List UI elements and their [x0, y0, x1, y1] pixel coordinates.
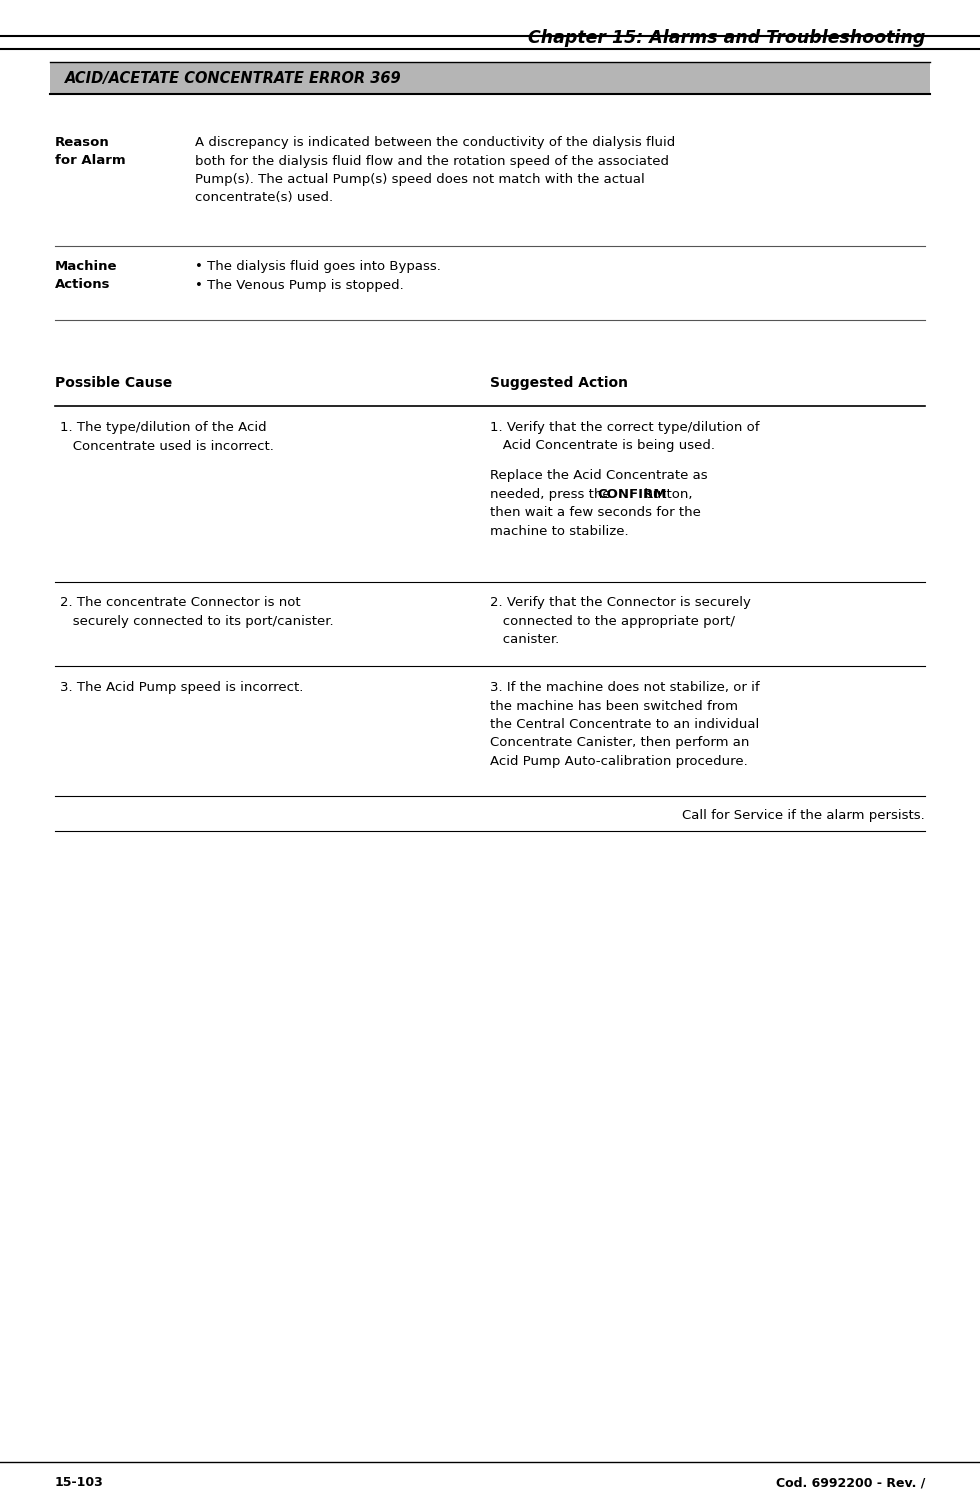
Text: Machine
Actions: Machine Actions [55, 260, 118, 290]
Text: the machine has been switched from: the machine has been switched from [490, 699, 738, 713]
Text: the Central Concentrate to an individual: the Central Concentrate to an individual [490, 717, 760, 731]
FancyBboxPatch shape [50, 62, 930, 93]
Text: button,: button, [640, 487, 692, 501]
Text: canister.: canister. [490, 633, 560, 647]
Text: 1. Verify that the correct type/dilution of: 1. Verify that the correct type/dilution… [490, 421, 760, 435]
Text: connected to the appropriate port/: connected to the appropriate port/ [490, 615, 735, 627]
Text: machine to stabilize.: machine to stabilize. [490, 525, 628, 537]
Text: then wait a few seconds for the: then wait a few seconds for the [490, 507, 701, 519]
Text: 3. If the machine does not stabilize, or if: 3. If the machine does not stabilize, or… [490, 681, 760, 693]
Text: 2. Verify that the Connector is securely: 2. Verify that the Connector is securely [490, 596, 751, 609]
Text: Replace the Acid Concentrate as: Replace the Acid Concentrate as [490, 469, 708, 483]
Text: Reason
for Alarm: Reason for Alarm [55, 135, 125, 167]
Text: ACID/ACETATE CONCENTRATE ERROR 369: ACID/ACETATE CONCENTRATE ERROR 369 [65, 71, 402, 86]
Text: securely connected to its port/canister.: securely connected to its port/canister. [60, 615, 333, 627]
Text: 3. The Acid Pump speed is incorrect.: 3. The Acid Pump speed is incorrect. [60, 681, 304, 693]
Text: Concentrate used is incorrect.: Concentrate used is incorrect. [60, 439, 273, 453]
Text: 15-103: 15-103 [55, 1475, 104, 1489]
Text: both for the dialysis fluid flow and the rotation speed of the associated: both for the dialysis fluid flow and the… [195, 155, 669, 167]
Text: • The Venous Pump is stopped.: • The Venous Pump is stopped. [195, 278, 404, 292]
Text: Suggested Action: Suggested Action [490, 376, 628, 390]
Text: 1. The type/dilution of the Acid: 1. The type/dilution of the Acid [60, 421, 267, 435]
Text: Call for Service if the alarm persists.: Call for Service if the alarm persists. [682, 809, 925, 823]
Text: A discrepancy is indicated between the conductivity of the dialysis fluid: A discrepancy is indicated between the c… [195, 135, 675, 149]
Text: Concentrate Canister, then perform an: Concentrate Canister, then perform an [490, 737, 750, 749]
Text: CONFIRM: CONFIRM [598, 487, 667, 501]
Text: Possible Cause: Possible Cause [55, 376, 172, 390]
Text: Acid Pump Auto-calibration procedure.: Acid Pump Auto-calibration procedure. [490, 755, 748, 769]
Text: Pump(s). The actual Pump(s) speed does not match with the actual: Pump(s). The actual Pump(s) speed does n… [195, 173, 645, 186]
Text: needed, press the: needed, press the [490, 487, 614, 501]
Text: Chapter 15: Alarms and Troubleshooting: Chapter 15: Alarms and Troubleshooting [527, 29, 925, 47]
Text: Acid Concentrate is being used.: Acid Concentrate is being used. [490, 439, 715, 453]
Text: Cod. 6992200 - Rev. /: Cod. 6992200 - Rev. / [775, 1475, 925, 1489]
Text: concentrate(s) used.: concentrate(s) used. [195, 191, 333, 205]
Text: • The dialysis fluid goes into Bypass.: • The dialysis fluid goes into Bypass. [195, 260, 441, 274]
Text: 2. The concentrate Connector is not: 2. The concentrate Connector is not [60, 596, 301, 609]
